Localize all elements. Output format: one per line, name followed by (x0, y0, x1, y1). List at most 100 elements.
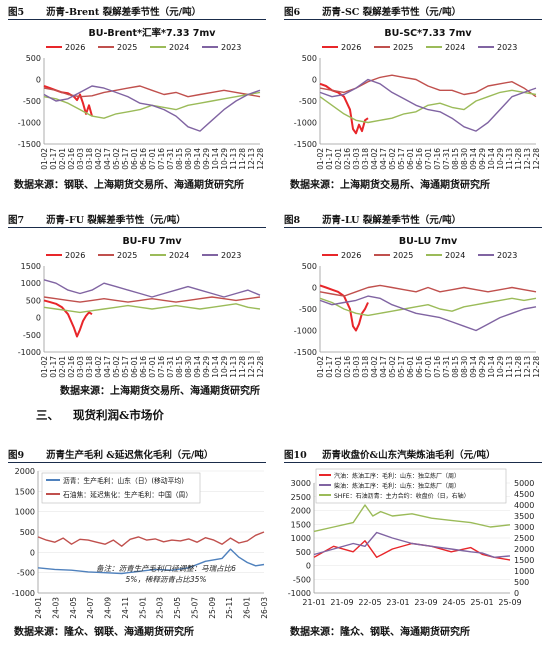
x-tick-label: 04-02 (94, 148, 103, 170)
x-tick-label: 04-17 (103, 356, 112, 378)
x-tick-label: 02-16 (67, 356, 76, 378)
x-tick-label: 06-16 (139, 356, 148, 378)
x-tick-label: 01-02 (316, 148, 325, 170)
x-tick-label: 04-17 (379, 356, 388, 378)
figure-number: 图8 (284, 215, 301, 226)
y-tick-label: 0 (36, 76, 41, 85)
y-tick-label: 0 (306, 562, 311, 571)
x-tick-label: 21-09 (330, 598, 353, 607)
x-tick-label: 12-28 (532, 356, 541, 378)
x-tick-label: 08-15 (451, 356, 460, 378)
x-tick-label: 09-29 (202, 148, 211, 170)
x-tick-label: 07-31 (442, 148, 451, 170)
y-tick-label: -500 (299, 97, 317, 106)
x-tick-label: 06-16 (139, 148, 148, 170)
x-tick-label: 05-02 (388, 356, 397, 378)
y2-tick-label: 500 (514, 578, 529, 587)
x-tick-label: 10-14 (211, 356, 220, 378)
series-line (43, 303, 261, 314)
legend-label: 2024 (169, 43, 189, 52)
figure-title: 沥青-LU 裂解差季节性（元/吨） (322, 215, 462, 226)
legend-label: 柴油：炼油工序：毛利：山东：独立炼厂（周） (334, 482, 460, 490)
x-tick-label: 10-29 (496, 148, 505, 170)
legend-label: 2026 (65, 251, 85, 260)
y-tick-label: -1000 (288, 589, 311, 598)
x-tick-label: 01-17 (49, 148, 58, 170)
y2-tick-label: 1500 (514, 556, 534, 565)
y-tick-label: -1500 (18, 140, 41, 149)
x-tick-label: 07-31 (166, 148, 175, 170)
x-tick-label: 04-17 (379, 148, 388, 170)
x-tick-label: 11-13 (229, 148, 238, 170)
y2-tick-label: 2500 (514, 534, 534, 543)
x-tick-label: 02-16 (343, 148, 352, 170)
x-tick-label: 10-14 (487, 148, 496, 170)
figure-title: 沥青生产毛利 &延迟焦化毛利（元/吨） (46, 450, 214, 461)
chart-title: BU-LU 7mv (399, 236, 458, 247)
y2-tick-label: 3500 (514, 512, 534, 521)
x-tick-label: 26-01 (243, 597, 252, 619)
y-tick-label: 1000 (291, 534, 311, 543)
x-tick-label: 05-17 (121, 356, 130, 378)
series-line (37, 531, 265, 547)
legend-box (41, 472, 201, 504)
x-tick-label: 09-14 (193, 148, 202, 170)
chart-annotation: 5%，稀释沥青占比35% (125, 575, 206, 584)
x-tick-label: 07-01 (424, 148, 433, 170)
y-tick-label: -1000 (12, 589, 35, 598)
figure-number: 图6 (284, 7, 301, 18)
y-tick-label: -500 (17, 569, 35, 578)
x-tick-label: 06-01 (130, 356, 139, 378)
series-line (313, 504, 511, 533)
x-tick-label: 05-17 (397, 148, 406, 170)
legend-label: 2026 (65, 43, 85, 52)
y2-tick-label: 2000 (514, 545, 534, 554)
y-tick-label: 500 (302, 262, 317, 271)
y-tick-label: 1000 (21, 279, 41, 288)
x-tick-label: 06-01 (406, 356, 415, 378)
y-tick-label: -1000 (18, 348, 41, 357)
x-tick-label: 03-18 (361, 148, 370, 170)
legend-label: 2025 (393, 251, 413, 260)
x-tick-label: 03-03 (352, 148, 361, 170)
y-tick-label: -500 (293, 575, 311, 584)
x-tick-label: 24-09 (104, 597, 113, 619)
legend-label: 汽油：炼油工序：毛利：山东：独立炼厂（周） (334, 472, 460, 480)
x-tick-label: 07-16 (157, 148, 166, 170)
x-tick-label: 07-01 (148, 148, 157, 170)
y-tick-label: -500 (23, 97, 41, 106)
chart-title: BU-Brent*汇率*7.33 7mv (89, 27, 217, 39)
y2-tick-label: 5000 (514, 479, 534, 488)
x-tick-label: 01-02 (40, 356, 49, 378)
x-tick-label: 25-03 (156, 597, 165, 619)
y-tick-label: -1000 (18, 119, 41, 128)
x-tick-label: 10-14 (211, 148, 220, 170)
x-tick-label: 07-16 (433, 356, 442, 378)
x-tick-label: 12-28 (256, 148, 265, 170)
figure-number: 图10 (284, 450, 307, 461)
x-tick-label: 07-16 (157, 356, 166, 378)
y-tick-label: 2000 (291, 507, 311, 516)
legend-label: 2023 (221, 43, 241, 52)
series-line (319, 89, 537, 124)
x-tick-label: 08-30 (184, 148, 193, 170)
y-tick-label: 500 (20, 528, 35, 537)
x-tick-label: 22-05 (358, 598, 381, 607)
y-tick-label: 3000 (291, 479, 311, 488)
figure-source: 数据来源：钢联、上海期货交易所、海通期货研究所 (14, 180, 244, 191)
section-title: 现货利润&市场价 (73, 408, 164, 422)
y-tick-label: 500 (296, 548, 311, 557)
x-tick-label: 11-28 (238, 356, 247, 378)
x-tick-label: 24-01 (34, 597, 43, 619)
y-tick-label: -500 (23, 331, 41, 340)
chart-fig10: 300025002000150010005000-500-10005000450… (288, 468, 534, 607)
series-line (313, 531, 511, 559)
x-tick-label: 06-16 (415, 148, 424, 170)
figure-number: 图5 (8, 7, 25, 18)
x-tick-label: 08-15 (451, 148, 460, 170)
y-tick-label: 500 (26, 54, 41, 63)
figure-title: 沥青-Brent 裂解差季节性（元/吨） (46, 7, 202, 18)
y-tick-label: 0 (312, 76, 317, 85)
